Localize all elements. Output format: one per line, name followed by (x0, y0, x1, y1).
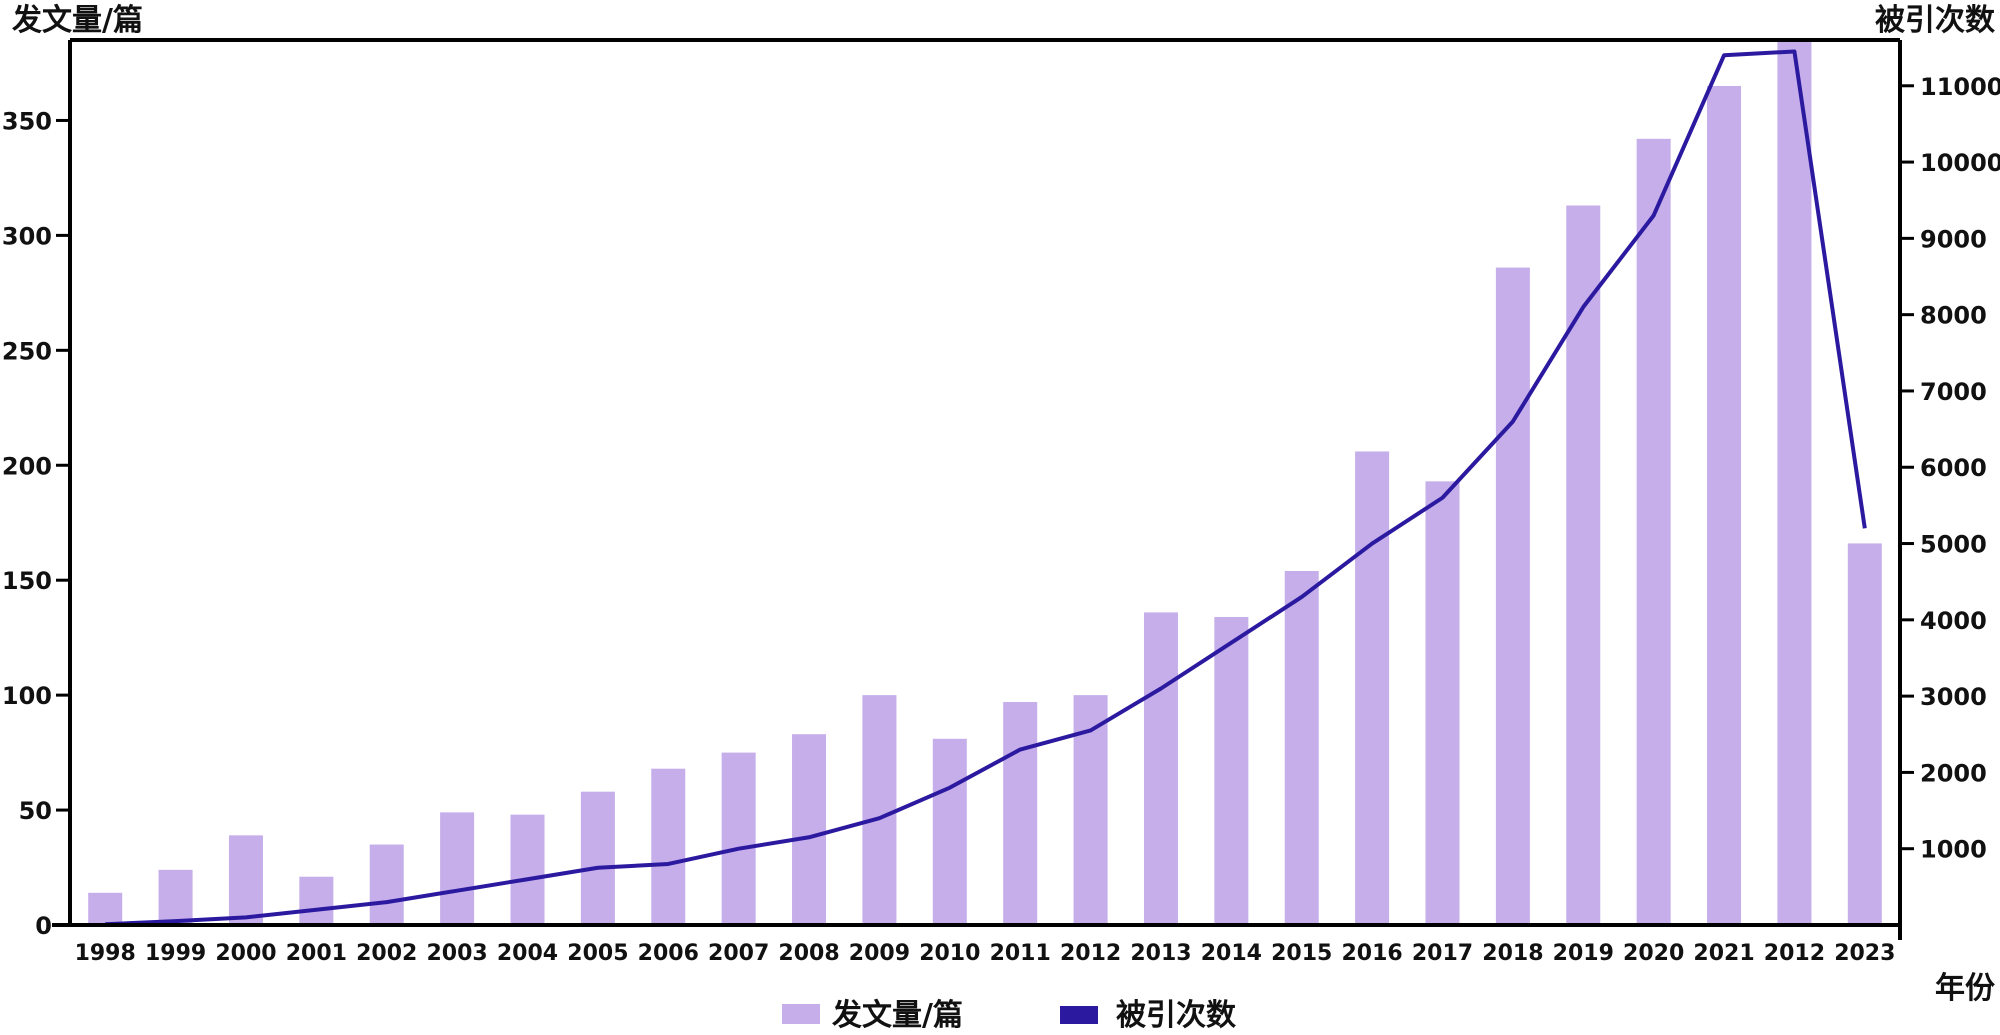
right-tick-label: 5000 (1920, 531, 1987, 559)
bar (932, 738, 967, 925)
right-tick-label: 6000 (1920, 454, 1987, 482)
x-tick-label: 2020 (1623, 941, 1684, 966)
x-tick-label: 2017 (1412, 941, 1473, 966)
bar (1143, 612, 1178, 925)
x-tick-label: 2010 (919, 941, 980, 966)
left-tick-label: 50 (19, 797, 52, 825)
x-axis-title: 年份 (1935, 971, 1995, 1006)
x-tick-label: 2002 (356, 941, 417, 966)
bar (369, 844, 404, 925)
left-tick-label: 0 (35, 912, 52, 940)
legend: 发文量/篇 被引次数 (782, 998, 1237, 1033)
x-ticks: 1998 1999 2000 2001 2002 2003 2004 2005 2006 2007… (75, 941, 1896, 966)
bar (1284, 571, 1319, 925)
bar (1847, 543, 1882, 925)
citation-line (105, 49, 1867, 927)
x-tick-label: 2001 (286, 941, 347, 966)
right-tick-label: 7000 (1920, 378, 1987, 406)
left-tick-label: 150 (2, 567, 52, 595)
bar (1566, 205, 1601, 926)
legend-swatch-line (1060, 1006, 1098, 1024)
x-tick-label: 2014 (1201, 941, 1262, 966)
x-tick-label: 2013 (1130, 941, 1191, 966)
left-y-ticks: 0 50 100 150 200 250 300 350 (2, 107, 70, 940)
x-tick-label: 2019 (1553, 941, 1614, 966)
x-tick-label: 1999 (145, 941, 206, 966)
bar (228, 835, 263, 925)
bar (721, 752, 756, 925)
right-y-axis-title: 被引次数 (1875, 3, 1996, 38)
right-tick-label: 4000 (1920, 607, 1987, 635)
bar-series (88, 40, 1882, 926)
left-tick-label: 100 (2, 682, 52, 710)
bar (1214, 616, 1249, 925)
bar (1707, 85, 1742, 926)
right-tick-label: 10000 (1920, 149, 2000, 177)
bar (1495, 267, 1530, 926)
bar (299, 876, 334, 925)
bar (1636, 138, 1671, 925)
bar (88, 892, 123, 925)
left-tick-label: 300 (2, 222, 52, 250)
x-tick-label: 2012 (1764, 941, 1825, 966)
line-series (105, 49, 1867, 927)
bar (792, 734, 827, 925)
bar (651, 768, 686, 925)
bar (510, 814, 545, 925)
x-tick-label: 2015 (1271, 941, 1332, 966)
x-tick-label: 2016 (1341, 941, 1402, 966)
bar (1355, 451, 1390, 925)
x-tick-label: 2021 (1693, 941, 1754, 966)
left-tick-label: 350 (2, 107, 52, 135)
x-tick-label: 2000 (215, 941, 276, 966)
x-tick-label: 2008 (778, 941, 839, 966)
x-tick-label: 2003 (426, 941, 487, 966)
x-tick-label: 2018 (1482, 941, 1543, 966)
bar (440, 812, 475, 925)
left-y-axis-title: 发文量/篇 (11, 3, 143, 38)
right-tick-label: 2000 (1920, 759, 1987, 787)
right-tick-label: 3000 (1920, 683, 1987, 711)
left-tick-label: 250 (2, 337, 52, 365)
bar (1777, 40, 1812, 925)
x-tick-label: 2007 (708, 941, 769, 966)
x-tick-label: 2011 (990, 941, 1051, 966)
legend-label-bar: 发文量/篇 (831, 998, 963, 1033)
right-tick-label: 11000 (1920, 73, 2000, 101)
bar (1003, 702, 1038, 925)
x-tick-label: 2023 (1834, 941, 1895, 966)
legend-label-line: 被引次数 (1116, 998, 1237, 1033)
bar (1425, 481, 1460, 925)
x-tick-label: 2006 (638, 941, 699, 966)
left-tick-label: 200 (2, 452, 52, 480)
right-tick-label: 8000 (1920, 302, 1987, 330)
bar (580, 791, 615, 925)
x-tick-label: 2012 (1060, 941, 1121, 966)
x-tick-label: 1998 (75, 941, 136, 966)
legend-swatch-bar (782, 1004, 820, 1024)
x-tick-label: 2005 (567, 941, 628, 966)
right-tick-label: 1000 (1920, 836, 1987, 864)
axes (52, 38, 1902, 940)
right-y-ticks: 1000 2000 3000 4000 5000 6000 7000 8000 9000 1000… (1900, 73, 2000, 864)
bar (158, 869, 193, 925)
x-tick-label: 2009 (849, 941, 910, 966)
x-tick-label: 2004 (497, 941, 558, 966)
bar (862, 695, 897, 925)
right-tick-label: 9000 (1920, 225, 1987, 253)
